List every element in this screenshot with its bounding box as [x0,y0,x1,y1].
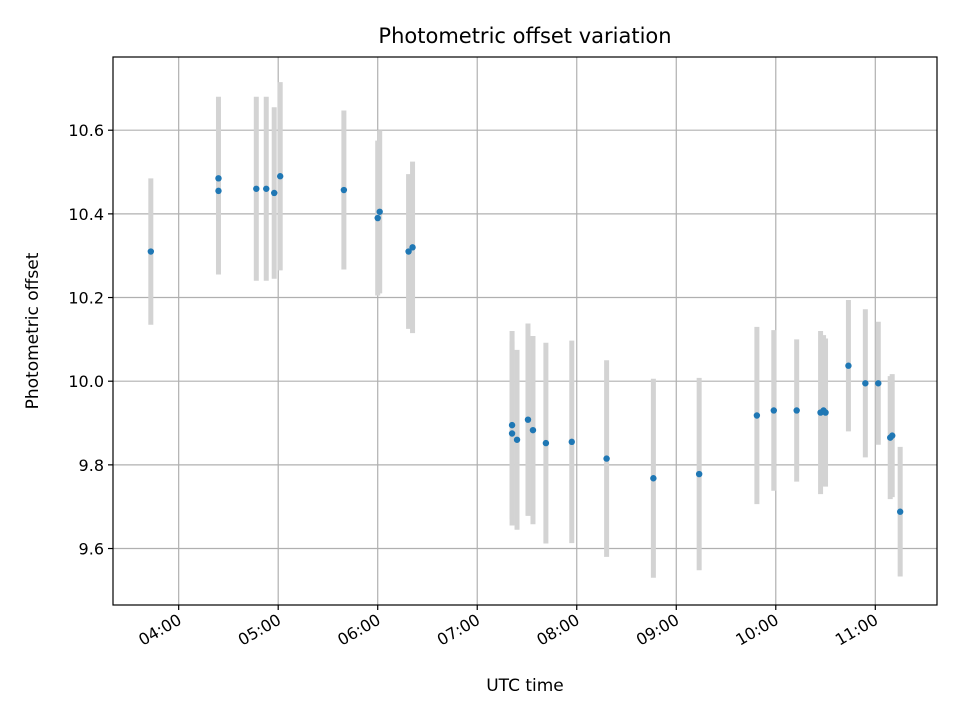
data-point [603,455,610,462]
data-point [529,426,537,434]
y-tick-label: 10.2 [68,289,104,308]
data-point [695,470,703,478]
data-point [524,416,532,423]
data-point [793,407,800,414]
data-point [276,173,284,180]
data-point [896,508,904,515]
data-point [405,248,412,255]
data-point [753,412,761,419]
data-point [862,380,869,387]
y-tick-label: 9.8 [79,456,104,475]
data-point [568,438,575,446]
data-point [340,186,348,194]
data-point [845,362,852,369]
data-points [147,173,904,515]
data-point [542,439,550,447]
data-point [513,436,521,443]
y-axis-label: Photometric offset [23,252,43,409]
data-point [875,380,882,387]
data-point [889,432,896,439]
data-point [253,185,260,192]
y-tick-label: 9.6 [79,540,104,559]
x-axis-label: UTC time [486,676,564,696]
data-point [271,189,278,197]
y-tick-label: 10.6 [68,121,104,140]
y-tick-label: 10.4 [68,205,104,224]
data-point [508,430,516,437]
data-point [215,175,222,182]
data-point [147,248,155,255]
data-point [650,475,657,482]
axes-frame [112,56,938,606]
data-point [376,208,383,215]
grid [113,57,937,605]
y-tick-label: 10.0 [68,372,104,391]
data-point [822,409,829,416]
data-point [770,407,777,414]
y-axis-ticks: 9.6 9.8 10.0 10.2 10.4 10.6 [68,121,113,559]
data-point [374,214,381,222]
data-point [215,187,222,195]
data-point [263,185,270,192]
data-point [409,244,416,251]
chart-title: Photometric offset variation [378,24,671,48]
data-point [508,421,516,429]
